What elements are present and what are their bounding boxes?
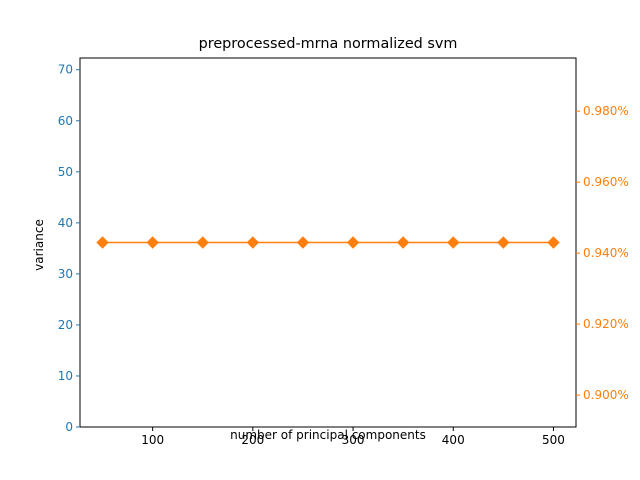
data-point-marker [296, 236, 310, 249]
y-left-tick-label: 40 [58, 216, 73, 230]
chart-title: preprocessed-mrna normalized svm [199, 36, 458, 52]
y-left-tick-label: 60 [58, 114, 73, 128]
x-tick-label: 400 [442, 433, 465, 447]
data-point-marker [146, 236, 159, 249]
data-point-marker [96, 236, 109, 249]
data-point-marker [196, 236, 209, 249]
x-tick-label: 300 [342, 433, 365, 447]
y-right-tick-label: 0.980% [583, 104, 629, 118]
y-right-tick-label: 0.900% [583, 388, 629, 402]
x-axis: 100 200 300 400 500 [141, 427, 565, 447]
data-point-marker [246, 236, 260, 249]
data-point-marker [497, 236, 510, 249]
y-right-tick-label: 0.920% [583, 317, 629, 331]
series-group [96, 236, 560, 249]
data-point-marker [447, 236, 460, 249]
y-right-tick-label: 0.940% [583, 246, 629, 260]
y-axis-left-label: variance [32, 219, 46, 271]
y-left-tick-label: 0 [65, 420, 73, 434]
data-point-marker [396, 236, 410, 249]
y-left-tick-label: 20 [58, 318, 73, 332]
x-tick-label: 100 [141, 433, 164, 447]
y-axis-right: 0.900% 0.920% 0.940% 0.960% 0.980% [576, 104, 629, 402]
x-axis-label: number of principal components [230, 428, 426, 442]
plot-frame [79, 57, 577, 428]
data-point-marker [346, 236, 360, 249]
y-left-tick-label: 70 [58, 63, 73, 77]
y-left-tick-label: 50 [58, 165, 73, 179]
x-tick-label: 200 [241, 433, 264, 447]
y-axis-left: 0 10 20 30 40 50 60 70 [58, 63, 80, 434]
y-right-tick-label: 0.960% [583, 175, 629, 189]
y-left-tick-label: 30 [58, 267, 73, 281]
data-point-marker [547, 236, 560, 249]
y-left-tick-label: 10 [58, 369, 73, 383]
x-tick-label: 500 [542, 433, 565, 447]
plot-area-border [79, 57, 577, 428]
